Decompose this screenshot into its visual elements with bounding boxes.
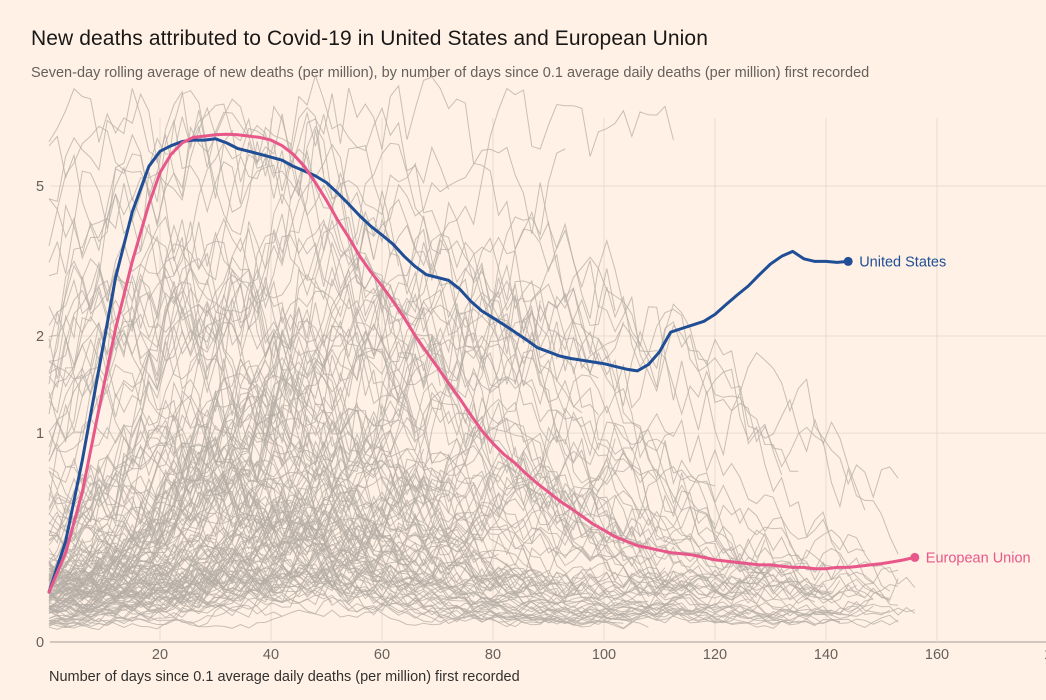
x-tick-label: 40 [263, 647, 279, 663]
country-line [48, 305, 533, 564]
united-states-label: United States [859, 254, 946, 270]
country-line [48, 88, 608, 622]
country-line [48, 547, 891, 602]
country-line [48, 111, 841, 595]
country-line [48, 364, 416, 576]
country-line [48, 213, 500, 562]
country-line [48, 404, 441, 573]
x-tick-label: 60 [374, 647, 390, 663]
country-line [48, 462, 358, 601]
x-tick-label: 160 [925, 647, 949, 663]
united-states-line [47, 137, 850, 594]
country-line [48, 193, 599, 379]
x-axis-label: Number of days since 0.1 average daily d… [49, 669, 520, 685]
country-line [48, 367, 890, 604]
country-line [48, 129, 325, 623]
country-line [48, 73, 450, 274]
country-line [48, 219, 599, 416]
country-line [48, 391, 915, 619]
country-line [48, 300, 541, 605]
country-line [48, 533, 749, 617]
country-line [48, 615, 283, 629]
united-states-end-dot [843, 256, 853, 266]
country-line [48, 87, 674, 533]
country-line [48, 477, 499, 566]
x-tick-label: 140 [814, 647, 838, 663]
country-line [48, 399, 899, 628]
country-line [48, 331, 583, 617]
x-tick-label: 80 [485, 647, 501, 663]
x-tick-label: 1 [1044, 647, 1046, 663]
country-line [48, 318, 799, 617]
country-line [48, 365, 275, 581]
country-line [48, 305, 441, 604]
country-line [48, 106, 749, 599]
country-line [48, 76, 624, 462]
country-line [48, 412, 899, 622]
highlighted-series: United States European Union [47, 132, 1031, 594]
country-line [48, 407, 674, 628]
country-line [48, 389, 766, 603]
country-line [48, 111, 666, 580]
country-line [48, 382, 724, 599]
x-tick-label: 20 [152, 647, 168, 663]
axis-layer: 0 1 2 5 20 40 60 80 100 120 140 160 1 [36, 179, 1046, 663]
country-line [48, 525, 832, 607]
y-tick-label: 0 [36, 635, 44, 651]
country-line [48, 487, 899, 604]
country-line [48, 454, 799, 599]
country-line [48, 87, 266, 199]
background-country-lines [48, 73, 916, 631]
y-tick-label: 1 [36, 426, 44, 442]
chart-subtitle: Seven-day rolling average of new deaths … [31, 65, 870, 81]
country-line [48, 506, 649, 629]
country-line [48, 510, 824, 600]
country-line [48, 308, 766, 580]
european-union-line [47, 132, 917, 594]
european-union-label: European Union [926, 550, 1031, 566]
country-line [48, 193, 641, 620]
y-tick-label: 5 [36, 179, 44, 195]
country-line [48, 330, 416, 595]
country-line [48, 103, 799, 624]
country-line [48, 475, 408, 617]
x-tick-label: 100 [592, 647, 616, 663]
country-line [48, 236, 766, 589]
country-line [48, 150, 400, 577]
country-line [48, 471, 674, 629]
country-line [48, 297, 790, 621]
y-tick-label: 2 [36, 329, 44, 345]
country-line [48, 445, 283, 528]
country-line [48, 379, 399, 599]
country-line [48, 323, 899, 598]
country-line [48, 146, 799, 578]
country-line [48, 536, 366, 614]
x-tick-label: 120 [703, 647, 727, 663]
country-line [48, 573, 266, 611]
country-line [48, 448, 558, 608]
country-line [48, 283, 866, 548]
country-line [48, 148, 566, 597]
country-line [48, 549, 857, 625]
chart-title: New deaths attributed to Covid-19 in Uni… [31, 27, 708, 50]
country-line [48, 223, 608, 604]
country-line [48, 273, 891, 592]
country-line [48, 509, 341, 596]
european-union-end-dot [910, 552, 920, 562]
